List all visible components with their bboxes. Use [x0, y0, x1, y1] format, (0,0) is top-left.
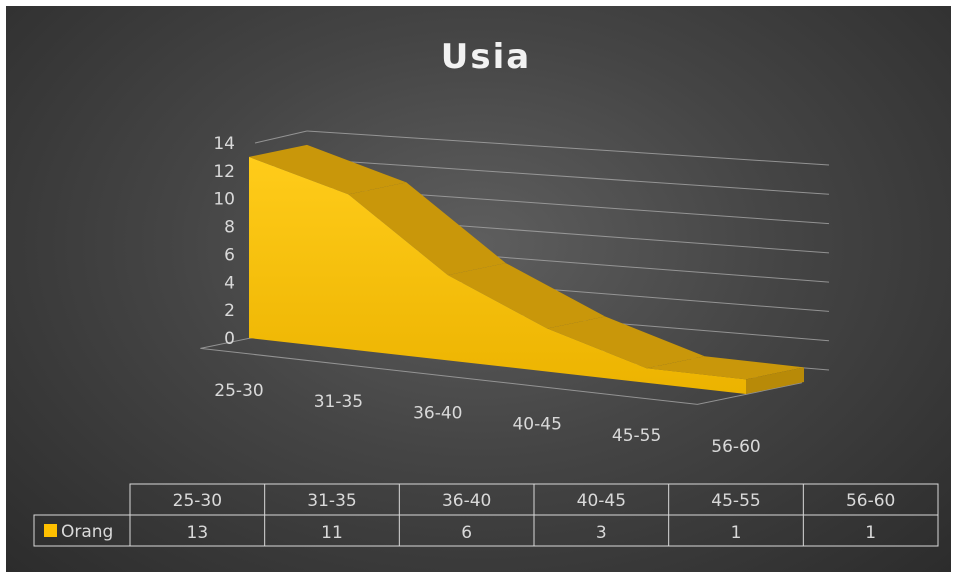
gridline-side	[254, 130, 308, 144]
table-header-cell: 36-40	[442, 491, 491, 511]
x-axis-ticks: 25-30 31-35 36-40 40-45 45-55 56-60	[214, 381, 760, 457]
series-orang-area	[249, 144, 804, 394]
x-tick-label: 40-45	[512, 415, 561, 435]
gridline	[306, 158, 830, 195]
x-tick-label: 25-30	[214, 381, 263, 401]
y-tick-label: 6	[224, 245, 235, 265]
table-value-cell: 1	[731, 523, 742, 543]
table-header-cell: 56-60	[846, 491, 895, 511]
y-tick-label: 0	[224, 329, 235, 349]
series-top-segment	[646, 356, 804, 380]
legend-key-orang	[44, 524, 57, 537]
gridline	[306, 130, 830, 166]
y-tick-label: 10	[213, 190, 235, 210]
chart-area: Usia 0 2 4 6 8 10 12 14 25-30 31-35 36-40 40-45 45-…	[6, 6, 951, 572]
table-value-cell: 6	[461, 523, 472, 543]
table-value-cell: 3	[596, 523, 607, 543]
series-top-segment	[447, 263, 606, 329]
y-tick-label: 2	[224, 301, 235, 321]
y-axis-ticks: 0 2 4 6 8 10 12 14	[213, 134, 235, 349]
x-tick-label: 45-55	[612, 426, 661, 446]
y-tick-label: 4	[224, 273, 235, 293]
y-tick-label: 8	[224, 218, 235, 238]
table-header-cell: 31-35	[307, 491, 356, 511]
y-tick-label: 12	[213, 162, 235, 182]
x-tick-label: 56-60	[711, 437, 760, 457]
table-value-cell: 11	[321, 523, 343, 543]
x-tick-label: 36-40	[413, 403, 462, 423]
chart-title: Usia	[441, 37, 531, 77]
table-value-cell: 1	[865, 523, 876, 543]
y-tick-label: 14	[213, 134, 235, 154]
legend-label-orang: Orang	[61, 522, 113, 542]
table-value-cell: 13	[187, 523, 209, 543]
chart-svg: Usia 0 2 4 6 8 10 12 14 25-30 31-35 36-40 40-45 45-…	[33, 37, 939, 547]
series-orang-front	[249, 156, 746, 394]
table-header-cell: 25-30	[173, 491, 222, 511]
table-legend-cell	[33, 514, 131, 547]
series-end-cap	[746, 367, 804, 394]
table-header-cell: 40-45	[577, 491, 626, 511]
x-tick-label: 31-35	[314, 392, 363, 412]
series-top-segment	[547, 316, 705, 369]
table-header-cell: 45-55	[711, 491, 760, 511]
series-top-segment	[249, 144, 407, 195]
series-top-segment	[348, 182, 506, 276]
